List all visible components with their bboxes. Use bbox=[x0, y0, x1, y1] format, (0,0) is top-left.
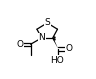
Text: O: O bbox=[16, 40, 23, 49]
Text: S: S bbox=[44, 18, 50, 27]
Text: HO: HO bbox=[51, 56, 64, 65]
Text: N: N bbox=[38, 33, 45, 42]
Polygon shape bbox=[52, 38, 58, 49]
Text: O: O bbox=[66, 44, 73, 53]
